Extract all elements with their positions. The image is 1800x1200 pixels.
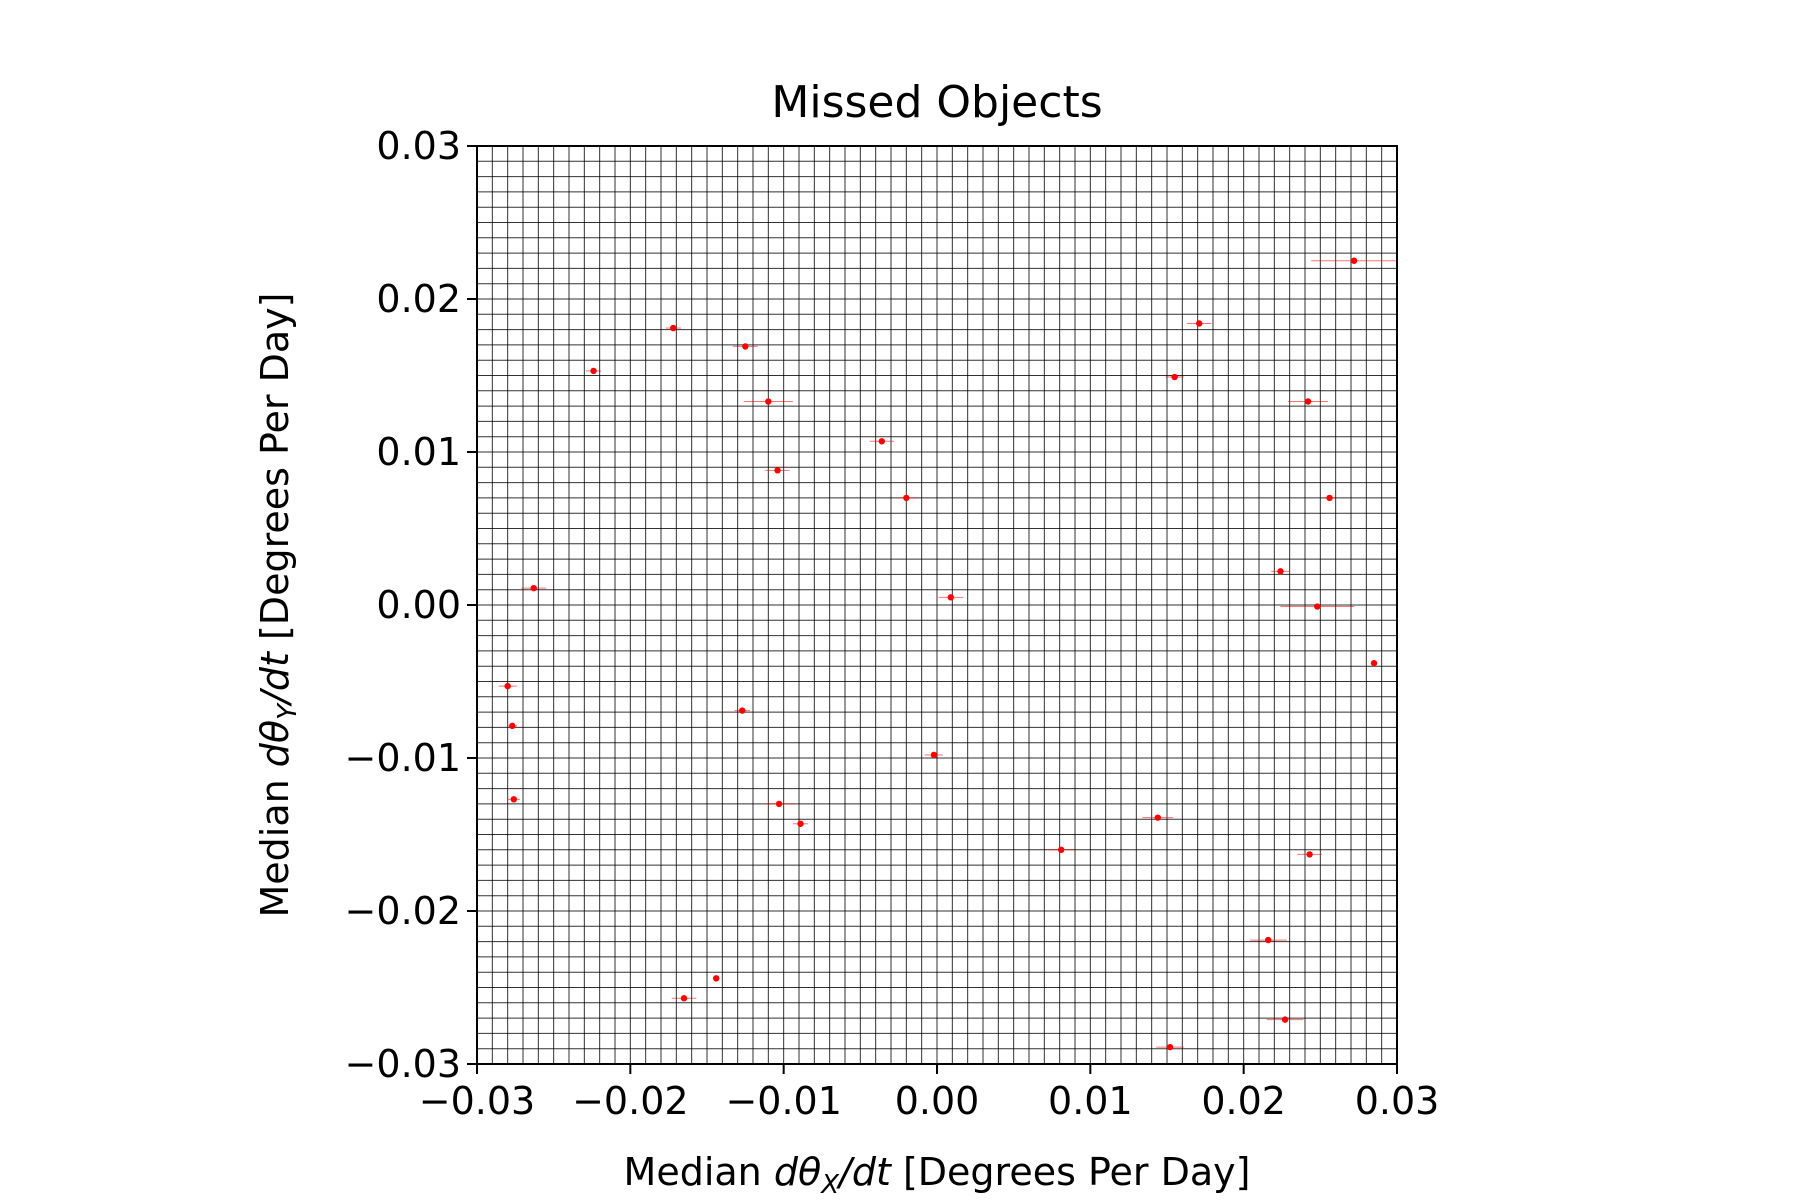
y-tick-label: 0.03	[376, 124, 461, 168]
data-point	[1281, 1016, 1289, 1023]
data-point	[1326, 494, 1333, 502]
y-tick-label: 0.01	[376, 430, 461, 474]
y-axis-label-suffix-math: /dt	[253, 650, 297, 707]
data-point	[680, 995, 688, 1002]
data-point	[947, 594, 954, 601]
data-point	[1166, 1043, 1174, 1051]
y-axis-label-suffix: [Degrees Per Day]	[253, 293, 297, 653]
x-axis-label-sub: X	[819, 1170, 840, 1200]
data-point	[765, 398, 772, 405]
data-point	[1154, 814, 1162, 821]
x-tick-label: 0.03	[1355, 1079, 1440, 1123]
data-point	[739, 707, 746, 714]
data-point	[878, 438, 885, 445]
data-point	[1304, 398, 1312, 405]
y-tick-label: 0.00	[376, 583, 461, 627]
data-point	[1265, 936, 1272, 944]
data-point	[670, 324, 677, 332]
data-points	[504, 257, 1378, 1051]
y-axis-ticks: −0.03 −0.02 −0.01 0.00 0.01 0.02 0.03	[345, 124, 477, 1086]
data-point	[1196, 320, 1203, 327]
x-tick-label: −0.03	[419, 1079, 535, 1123]
grid	[477, 146, 1397, 1064]
chart-title: Missed Objects	[771, 77, 1102, 128]
data-point	[504, 682, 511, 690]
data-point	[903, 494, 910, 502]
data-point	[530, 584, 537, 592]
data-point	[1277, 568, 1284, 575]
y-axis-label-prefix: Median	[253, 767, 297, 917]
data-point	[930, 751, 938, 759]
data-point	[797, 820, 804, 827]
data-point	[1171, 373, 1178, 381]
x-axis-label: Median dθX/dt [Degrees Per Day]	[624, 1150, 1251, 1200]
data-point	[1370, 659, 1378, 667]
x-tick-label: 0.00	[895, 1079, 980, 1123]
x-tick-label: −0.02	[572, 1079, 688, 1123]
y-axis-label-sub: Y	[273, 702, 303, 720]
y-axis-label: Median dθY/dt [Degrees Per Day]	[253, 293, 303, 918]
data-point	[510, 796, 517, 803]
x-tick-label: 0.01	[1048, 1079, 1133, 1123]
x-tick-label: 0.02	[1201, 1079, 1286, 1123]
data-point	[590, 367, 597, 375]
data-point	[1350, 257, 1358, 264]
x-axis-ticks: −0.03 −0.02 −0.01 0.00 0.01 0.02 0.03	[419, 1064, 1440, 1123]
data-point	[775, 800, 783, 808]
x-axis-label-suffix-math: /dt	[836, 1150, 893, 1194]
y-tick-label: −0.03	[345, 1042, 461, 1086]
data-point	[742, 343, 749, 350]
x-axis-label-suffix: [Degrees Per Day]	[891, 1150, 1251, 1194]
x-tick-label: −0.01	[725, 1079, 841, 1123]
data-point	[713, 975, 720, 982]
y-tick-label: 0.02	[376, 277, 461, 321]
data-point	[774, 467, 781, 474]
error-bars	[498, 260, 1397, 1048]
x-axis-label-math: dθ	[774, 1150, 821, 1194]
y-tick-label: −0.02	[345, 889, 461, 933]
data-point	[1314, 603, 1321, 610]
data-point	[509, 722, 516, 730]
y-tick-label: −0.01	[345, 736, 461, 780]
y-axis-label-math: dθ	[253, 720, 297, 767]
data-point	[1306, 851, 1313, 858]
data-point	[1058, 846, 1065, 853]
x-axis-label-prefix: Median	[624, 1150, 774, 1194]
